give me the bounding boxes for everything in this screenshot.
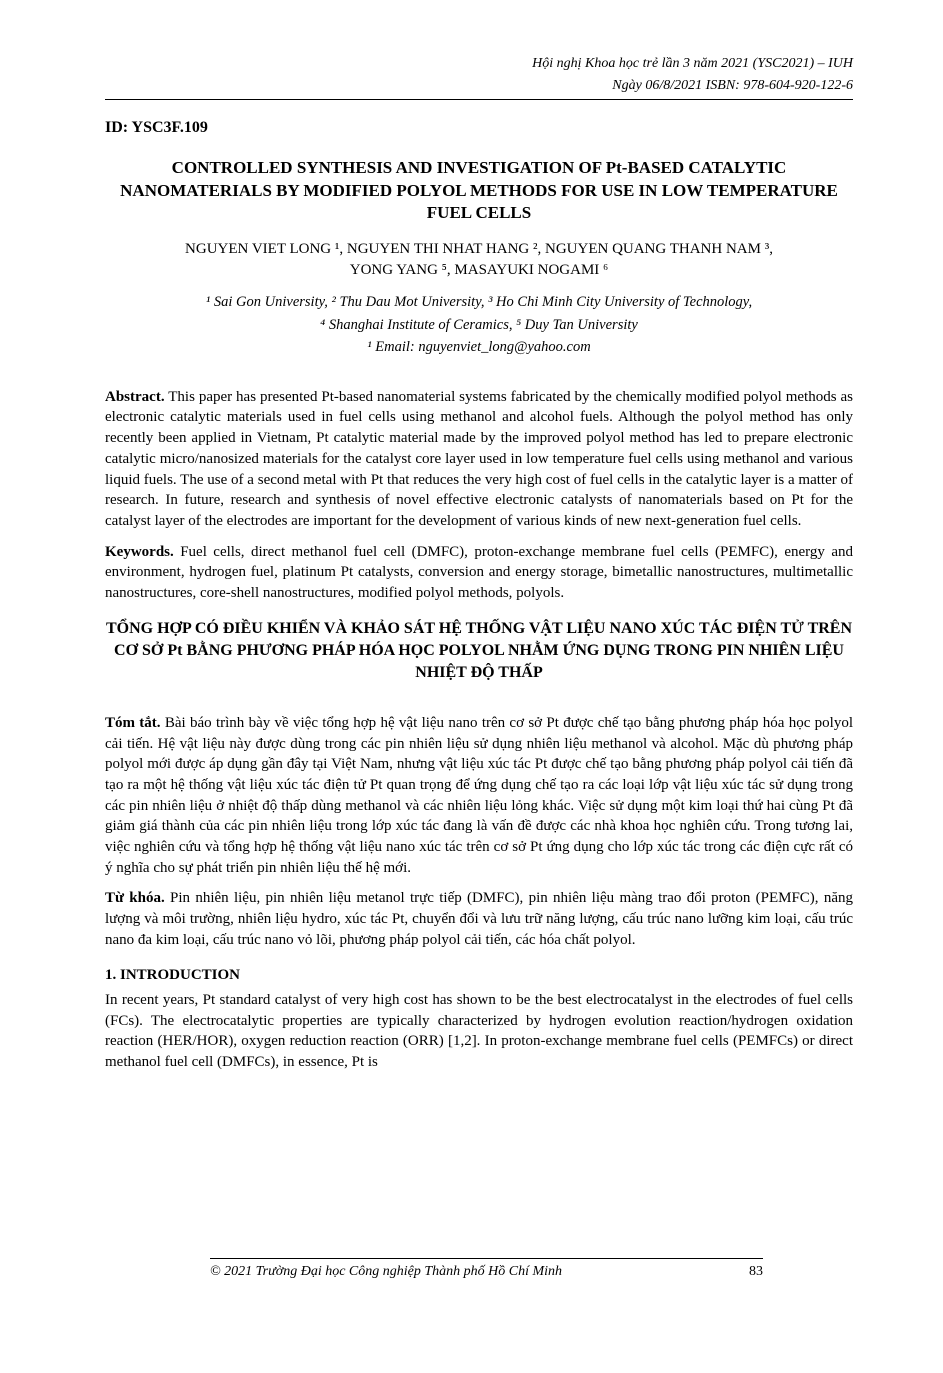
abstract-vn-label: Tóm tắt. xyxy=(105,715,161,731)
running-header-line2: Ngày 06/8/2021 ISBN: 978-604-920-122-6 xyxy=(105,77,853,96)
authors-line-2: YONG YANG ⁵, MASAYUKI NOGAMI ⁶ xyxy=(105,260,853,281)
footer-divider xyxy=(210,1258,763,1259)
abstract-vietnamese: Tóm tắt. Bài báo trình bày về việc tổng … xyxy=(105,713,853,879)
page-footer: © 2021 Trường Đại học Công nghiệp Thành … xyxy=(210,1258,763,1281)
abstract-vn-body: Bài báo trình bày về việc tổng hợp hệ vậ… xyxy=(105,715,853,876)
keywords-vn-label: Từ khóa. xyxy=(105,890,165,906)
abstract-english: Abstract. This paper has presented Pt-ba… xyxy=(105,387,853,532)
introduction-body: In recent years, Pt standard catalyst of… xyxy=(105,990,853,1073)
keywords-en-label: Keywords. xyxy=(105,544,174,560)
introduction-heading: 1. INTRODUCTION xyxy=(105,966,853,986)
authors-line-1: NGUYEN VIET LONG ¹, NGUYEN THI NHAT HANG… xyxy=(105,239,853,260)
footer-copyright: © 2021 Trường Đại học Công nghiệp Thành … xyxy=(210,1263,562,1281)
corresponding-email: ¹ Email: nguyenviet_long@yahoo.com xyxy=(105,336,853,358)
header-divider xyxy=(105,99,853,100)
abstract-en-label: Abstract. xyxy=(105,389,165,405)
affiliation-line-2: ⁴ Shanghai Institute of Ceramics, ⁵ Duy … xyxy=(105,314,853,336)
authors-block: NGUYEN VIET LONG ¹, NGUYEN THI NHAT HANG… xyxy=(105,239,853,281)
keywords-vn-body: Pin nhiên liệu, pin nhiên liệu metanol t… xyxy=(105,890,853,947)
keywords-vietnamese: Từ khóa. Pin nhiên liệu, pin nhiên liệu … xyxy=(105,888,853,950)
abstract-en-body: This paper has presented Pt-based nanoma… xyxy=(105,389,853,529)
article-id: ID: YSC3F.109 xyxy=(105,118,853,139)
keywords-english: Keywords. Fuel cells, direct methanol fu… xyxy=(105,542,853,604)
article-title-english: CONTROLLED SYNTHESIS AND INVESTIGATION O… xyxy=(105,157,853,226)
affiliation-line-1: ¹ Sai Gon University, ² Thu Dau Mot Univ… xyxy=(105,291,853,313)
keywords-en-body: Fuel cells, direct methanol fuel cell (D… xyxy=(105,544,853,601)
affiliations-block: ¹ Sai Gon University, ² Thu Dau Mot Univ… xyxy=(105,291,853,358)
running-header-line1: Hội nghị Khoa học trẻ lần 3 năm 2021 (YS… xyxy=(105,55,853,74)
page-number: 83 xyxy=(749,1263,763,1281)
article-title-vietnamese: TỔNG HỢP CÓ ĐIỀU KHIỂN VÀ KHẢO SÁT HỆ TH… xyxy=(105,618,853,685)
